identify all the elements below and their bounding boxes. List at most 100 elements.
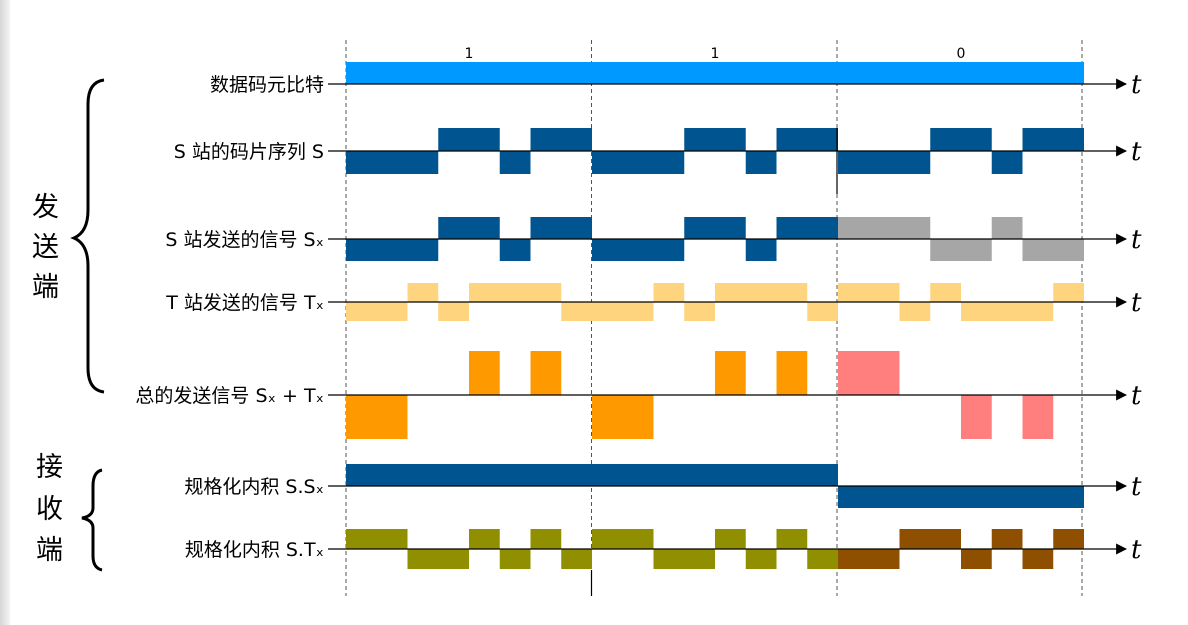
receiver-label-char-2: 收	[36, 494, 63, 525]
time-axis-label: t	[1131, 137, 1142, 167]
time-axis-label: t	[1131, 472, 1142, 502]
chip-segment	[469, 351, 500, 395]
time-axis-label: t	[1131, 225, 1142, 255]
chip-segment	[991, 151, 1023, 174]
chip-segment	[1053, 529, 1084, 549]
chip-segment	[715, 283, 808, 302]
chip-segment	[438, 302, 469, 321]
chip-segment	[346, 239, 439, 261]
chip-segment	[1022, 128, 1084, 151]
chip-segment	[592, 239, 685, 261]
chip-segment	[961, 302, 1054, 321]
chip-segment	[653, 549, 715, 569]
chip-segment	[838, 283, 900, 302]
chip-segment	[899, 529, 961, 549]
chip-segment	[469, 529, 500, 549]
chip-segment	[961, 549, 992, 569]
chip-segment	[807, 549, 838, 569]
chip-segment	[530, 217, 592, 239]
row-s-chip-sequence: S 站的码片序列 S t	[174, 128, 1142, 174]
chip-segment	[407, 283, 439, 302]
sender-label-char-1: 发	[32, 192, 59, 223]
chip-segment	[438, 128, 500, 151]
chip-segment	[684, 217, 746, 239]
chip-segment	[684, 302, 715, 321]
sender-brace	[70, 78, 105, 394]
row-label: 规格化内积 S.Tₓ	[185, 539, 324, 561]
row-inner-product-s: 规格化内积 S.Sₓ t	[184, 464, 1142, 508]
chip-segment	[530, 351, 562, 395]
chip-segment	[715, 529, 746, 549]
time-axis-label: t	[1131, 288, 1142, 318]
chip-segment	[346, 62, 592, 84]
chip-segment	[346, 302, 408, 321]
chip-segment	[930, 128, 992, 151]
row-t-signal: T 站发送的信号 Tₓ t	[165, 283, 1142, 321]
chip-segment	[776, 351, 808, 395]
row-label: S 站发送的信号 Sₓ	[165, 229, 324, 251]
chip-segment	[346, 151, 439, 174]
time-axis-label: t	[1131, 535, 1142, 565]
time-axis-label: t	[1131, 381, 1142, 411]
bit-value-label: 1	[711, 46, 720, 62]
row-total-signal: 总的发送信号 Sₓ + Tₓ t	[135, 351, 1142, 439]
chip-segment	[1022, 239, 1084, 261]
row-data-bits: 数据码元比特 t	[210, 62, 1142, 100]
chip-segment	[499, 151, 531, 174]
sender-label-char-3: 端	[32, 272, 59, 303]
chip-segment	[592, 464, 838, 486]
row-inner-product-t: 规格化内积 S.Tₓ t	[185, 529, 1142, 569]
chip-segment	[469, 283, 562, 302]
chip-segment	[1053, 283, 1084, 302]
receiver-group: 接 收 端	[36, 452, 103, 572]
chip-segment	[961, 395, 992, 439]
chip-segment	[592, 62, 838, 84]
chip-segment	[499, 239, 531, 261]
chip-segment	[592, 395, 654, 439]
row-label: 总的发送信号 Sₓ + Tₓ	[135, 385, 324, 407]
row-label: 数据码元比特	[210, 74, 324, 96]
chip-segment	[407, 549, 469, 569]
row-label: 规格化内积 S.Sₓ	[184, 476, 324, 498]
chip-segment	[745, 239, 777, 261]
chip-segment	[991, 529, 1023, 549]
row-label: T 站发送的信号 Tₓ	[165, 292, 324, 314]
chip-segment	[715, 351, 746, 395]
chip-segment	[838, 62, 1084, 84]
chip-segment	[561, 302, 592, 321]
chip-segment	[592, 529, 654, 549]
chip-segment	[838, 351, 900, 395]
chip-segment	[438, 217, 500, 239]
chip-segment	[776, 128, 838, 151]
receiver-brace	[81, 468, 103, 572]
chip-segment	[592, 151, 685, 174]
chip-segment	[745, 151, 777, 174]
chip-segment	[838, 217, 931, 239]
receiver-label-char-3: 端	[36, 535, 63, 566]
chip-segment	[346, 395, 408, 439]
chip-segment	[1022, 549, 1054, 569]
sender-label-char-2: 送	[32, 232, 59, 263]
chip-segment	[807, 302, 838, 321]
chip-segment	[499, 549, 531, 569]
chip-segment	[530, 529, 562, 549]
time-axis-label: t	[1131, 70, 1142, 100]
receiver-label-char-1: 接	[36, 452, 63, 483]
row-s-signal: S 站发送的信号 Sₓ t	[165, 217, 1142, 261]
chip-segment	[991, 217, 1023, 239]
chip-segment	[684, 128, 746, 151]
chip-segment	[838, 549, 900, 569]
slide-edge	[0, 0, 10, 625]
chip-segment	[930, 283, 961, 302]
row-label: S 站的码片序列 S	[174, 141, 324, 163]
chip-segment	[561, 549, 592, 569]
bit-value-label: 0	[957, 46, 966, 62]
chip-segment	[1022, 395, 1054, 439]
chip-segment	[592, 302, 654, 321]
chip-segment	[653, 283, 685, 302]
chip-segment	[346, 529, 408, 549]
chip-segment	[776, 529, 808, 549]
sender-group: 发 送 端	[32, 78, 105, 394]
